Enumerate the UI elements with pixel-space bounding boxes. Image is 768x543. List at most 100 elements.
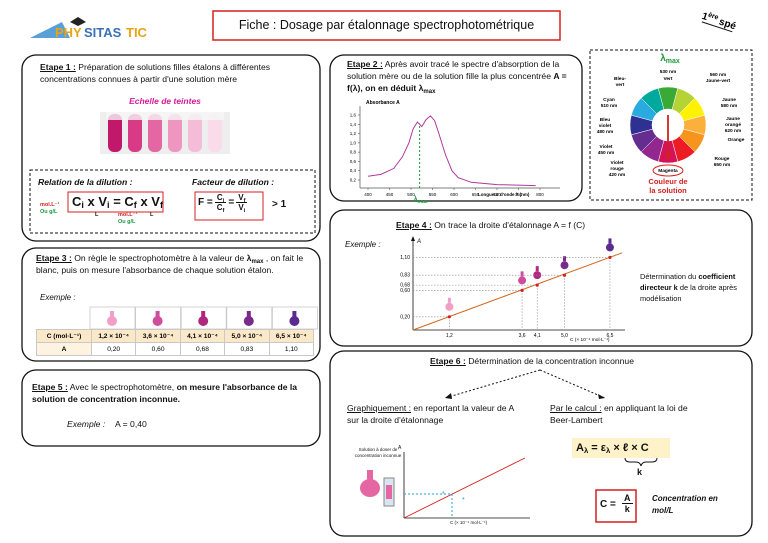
etape-label: Etape 4 :: [396, 220, 432, 230]
wheel-solution: Couleur de: [648, 177, 687, 186]
etape-body: Détermination de la concentration inconn…: [465, 356, 634, 366]
x-axis-label: Longueur d'onde λ (nm): [478, 192, 530, 197]
y-tick-label: 0,68: [400, 283, 410, 289]
y-tick-label: 0,20: [400, 314, 410, 320]
unit: L: [150, 212, 154, 218]
wheel-label: vert: [616, 82, 625, 88]
etape4-note: Détermination du coefficient directeur k…: [640, 271, 740, 304]
unit: Ou g/L: [118, 219, 136, 225]
data-point: [562, 273, 567, 277]
etape-body: Après avoir tracé le spectre d'absorptio…: [347, 59, 560, 81]
title: Fiche : Dosage par étalonnage spectropho…: [238, 18, 535, 32]
table-cell: A: [36, 342, 92, 356]
den: Vi: [236, 203, 247, 214]
table-cell: C (mol·L⁻¹): [36, 329, 92, 343]
y-tick-label: 1,6: [350, 113, 357, 118]
etape4-text: Etape 4 : On trace la droite d'étalonnag…: [396, 219, 585, 231]
logo-triangle: [30, 22, 70, 38]
y-axis-label: Absorbance A: [366, 100, 400, 106]
y-tick-label: 0,83: [400, 273, 410, 279]
etape3-box: [21, 247, 321, 362]
den: Cf: [215, 203, 227, 214]
data-table: C (mol·L⁻¹) 1,2 × 10⁻⁴ 3,6 × 10⁻⁴ 4,1 × 10⁻…: [36, 329, 315, 356]
y-tick-label: 0,4: [350, 168, 357, 173]
x-tick-label: 500: [407, 192, 415, 197]
etape-body: Préparation de solutions filles étalons …: [40, 62, 271, 84]
wheel-solution: la solution: [649, 186, 687, 195]
y-tick-label: 1,0: [350, 140, 357, 145]
x-tick-label: 4,1: [534, 333, 541, 339]
f-sub: f: [243, 198, 246, 204]
f-part: x V: [136, 194, 160, 209]
f-part: × ℓ × C: [610, 442, 649, 454]
f-part: = C: [109, 194, 134, 209]
table-cell: 4,1 × 10⁻⁴: [179, 329, 226, 343]
f-sub: f: [222, 208, 225, 214]
note-bold: coefficient directeur k: [640, 272, 736, 292]
fraction: Ci Cf: [214, 193, 227, 214]
wheel-label: 510 nm: [601, 103, 618, 109]
wheel-label: 580 nm: [721, 103, 738, 109]
flask-neck: [201, 311, 206, 317]
wheel-label: Bleu: [600, 117, 610, 123]
f-part: V: [238, 203, 244, 212]
example-label: Exemple :: [67, 419, 106, 429]
etape2-text: Etape 2 : Après avoir tracé le spectre d…: [347, 58, 572, 95]
dilution-box: [29, 169, 316, 234]
factor-formula: F = Ci Cf = Vf Vi: [198, 193, 249, 214]
f-sub: i: [107, 200, 110, 210]
tube: [148, 114, 162, 152]
etape-label: Etape 5 :: [32, 382, 68, 392]
star: *: [442, 491, 445, 498]
tube: [128, 114, 142, 152]
wheel-label: Cyan: [603, 97, 615, 103]
wheel-box: [589, 49, 753, 201]
table-row: A 0,20 0,60 0,68 0,83 1,10: [36, 342, 315, 356]
wheel-label: Jaune-vert: [706, 78, 731, 84]
result-unit: Concentration en mol/L: [652, 494, 718, 515]
logo-cap: [70, 17, 86, 26]
data-point: [535, 283, 539, 287]
num: Vf: [236, 193, 248, 204]
wheel-label: Vert: [663, 76, 672, 82]
flask: [289, 316, 300, 326]
reading-guide: [404, 493, 453, 518]
dilution-formula-box: [67, 191, 164, 213]
table-row: C (mol·L⁻¹) 1,2 × 10⁻⁴ 3,6 × 10⁻⁴ 4,1 × 10⁻…: [36, 329, 315, 343]
arrow-head: [445, 393, 452, 399]
etape-label: Etape 1 :: [40, 62, 76, 72]
wheel-label: violet: [599, 123, 612, 129]
y-tick-label: 0,60: [400, 288, 410, 294]
x-tick-label: 600: [450, 192, 458, 197]
table-cell: 1,10: [268, 342, 315, 356]
figure-label: Solution à doser de concentration inconn…: [354, 447, 402, 458]
num: A: [622, 493, 633, 504]
wheel-label: 480 nm: [597, 129, 614, 135]
flask: [518, 276, 527, 285]
unit: mol.L⁻¹: [40, 202, 60, 208]
x-tick-label: 6,5: [606, 333, 613, 339]
wheel-label: 420 nm: [609, 172, 626, 178]
flask: [360, 479, 380, 497]
level-text: 1èrespé: [700, 10, 738, 32]
x-tick-label: 400: [364, 192, 372, 197]
level-underline: [701, 21, 733, 33]
lambda-sub: max: [418, 199, 428, 205]
f-part: C: [216, 193, 223, 202]
x-tick-label: 650: [472, 192, 480, 197]
scale-label: Echelle de teintes: [129, 96, 201, 106]
table-cell: 0,60: [135, 342, 181, 356]
f-part: = ε: [588, 442, 606, 454]
lambda: λ: [660, 53, 666, 64]
wheel-highlight: [652, 164, 684, 177]
table-cell: 3,6 × 10⁻⁴: [135, 329, 181, 343]
x-axis-label: C (× 10⁻⁴ mol·L⁻¹): [570, 337, 610, 343]
etape6-box: [329, 350, 753, 537]
flask: [198, 316, 209, 326]
flask-neck: [535, 266, 539, 272]
